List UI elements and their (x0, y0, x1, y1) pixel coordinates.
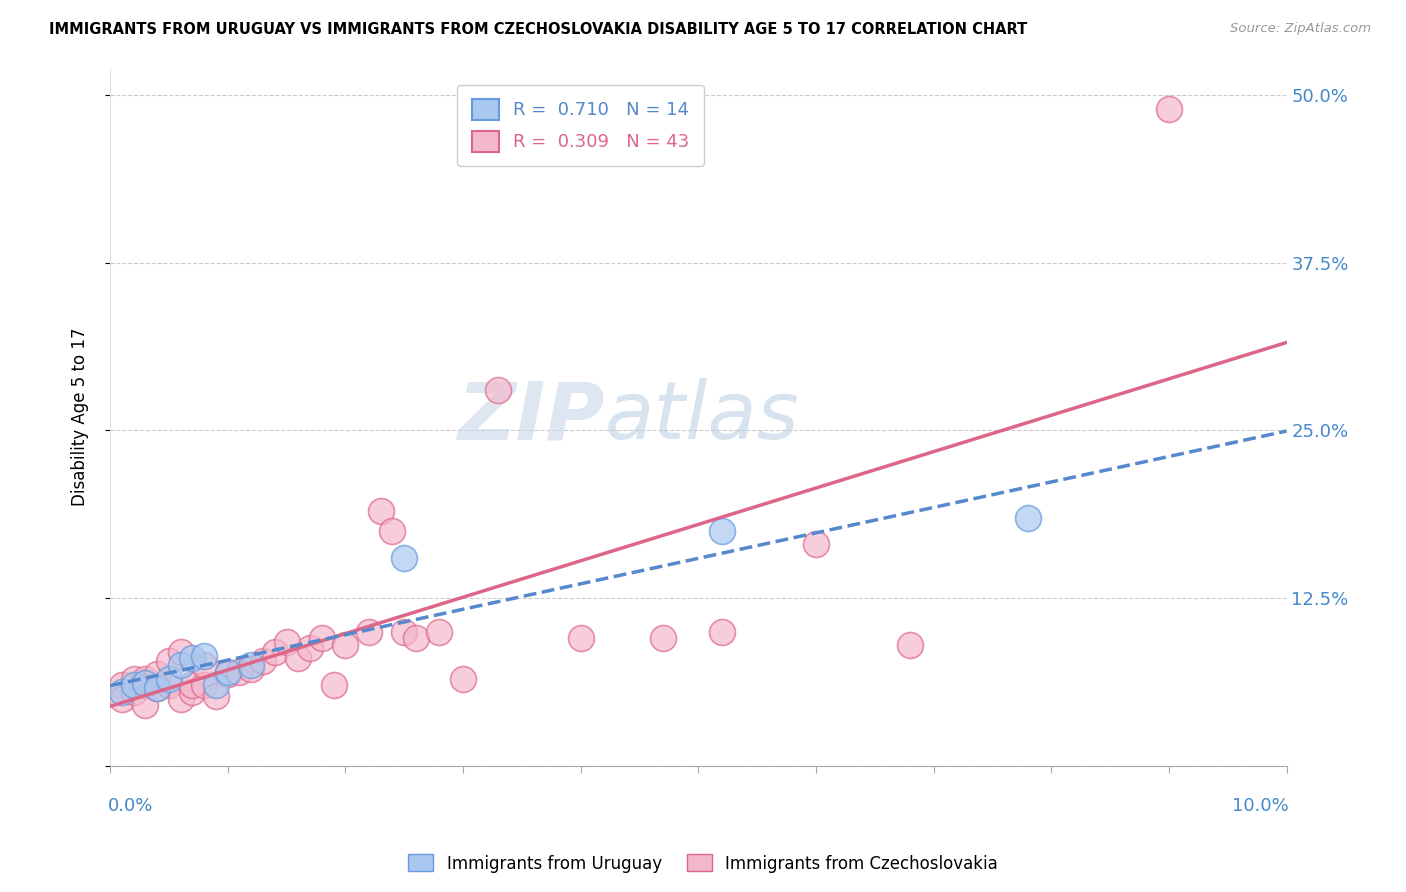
Point (111, 685, 134, 699)
Point (370, 504, 392, 518)
Point (804, 537, 827, 551)
Point (405, 632, 427, 646)
Point (252, 654, 274, 668)
Point (157, 654, 180, 668)
Point (263, 645, 285, 659)
Point (311, 632, 333, 646)
Point (276, 635, 298, 649)
Point (193, 648, 215, 663)
Point (181, 685, 204, 699)
Point (157, 672, 180, 686)
Point (569, 632, 592, 646)
Text: atlas: atlas (605, 378, 799, 456)
Point (451, 672, 474, 686)
Point (146, 681, 169, 695)
Point (134, 675, 156, 690)
Point (146, 681, 169, 695)
Point (1017, 510, 1039, 524)
Point (287, 651, 309, 665)
Point (392, 624, 415, 639)
Y-axis label: Disability Age 5 to 17: Disability Age 5 to 17 (72, 328, 89, 507)
Point (335, 638, 357, 652)
Point (181, 678, 204, 692)
Point (652, 632, 675, 646)
Text: ZIP: ZIP (457, 378, 605, 456)
Point (217, 667, 239, 681)
Point (134, 678, 156, 692)
Point (1157, 102, 1180, 116)
Point (381, 524, 404, 538)
Point (205, 678, 228, 692)
Point (181, 651, 204, 665)
Point (898, 638, 921, 652)
Point (146, 667, 169, 681)
Point (122, 672, 145, 686)
Point (357, 624, 380, 639)
Point (111, 678, 134, 692)
Point (169, 645, 191, 659)
Text: Source: ZipAtlas.com: Source: ZipAtlas.com (1230, 22, 1371, 36)
Point (710, 524, 733, 538)
Point (169, 691, 191, 706)
Text: 0.0%: 0.0% (108, 797, 153, 815)
Point (193, 658, 215, 673)
Point (157, 678, 180, 692)
Legend: R =  0.710   N = 14, R =  0.309   N = 43: R = 0.710 N = 14, R = 0.309 N = 43 (457, 85, 704, 166)
Point (322, 678, 344, 692)
Point (240, 662, 263, 676)
Point (134, 672, 156, 686)
Point (122, 678, 145, 692)
Point (228, 665, 250, 679)
Point (486, 384, 509, 398)
Text: 10.0%: 10.0% (1232, 797, 1289, 815)
Point (299, 640, 322, 655)
Point (193, 678, 215, 692)
Point (217, 665, 239, 679)
Point (122, 685, 145, 699)
Point (205, 689, 228, 703)
Point (111, 691, 134, 706)
Point (240, 658, 263, 673)
Legend: Immigrants from Uruguay, Immigrants from Czechoslovakia: Immigrants from Uruguay, Immigrants from… (402, 847, 1004, 880)
Point (392, 550, 415, 565)
Point (169, 658, 191, 673)
Point (710, 624, 733, 639)
Point (134, 698, 156, 713)
Point (429, 624, 451, 639)
Text: IMMIGRANTS FROM URUGUAY VS IMMIGRANTS FROM CZECHOSLOVAKIA DISABILITY AGE 5 TO 17: IMMIGRANTS FROM URUGUAY VS IMMIGRANTS FR… (49, 22, 1028, 37)
